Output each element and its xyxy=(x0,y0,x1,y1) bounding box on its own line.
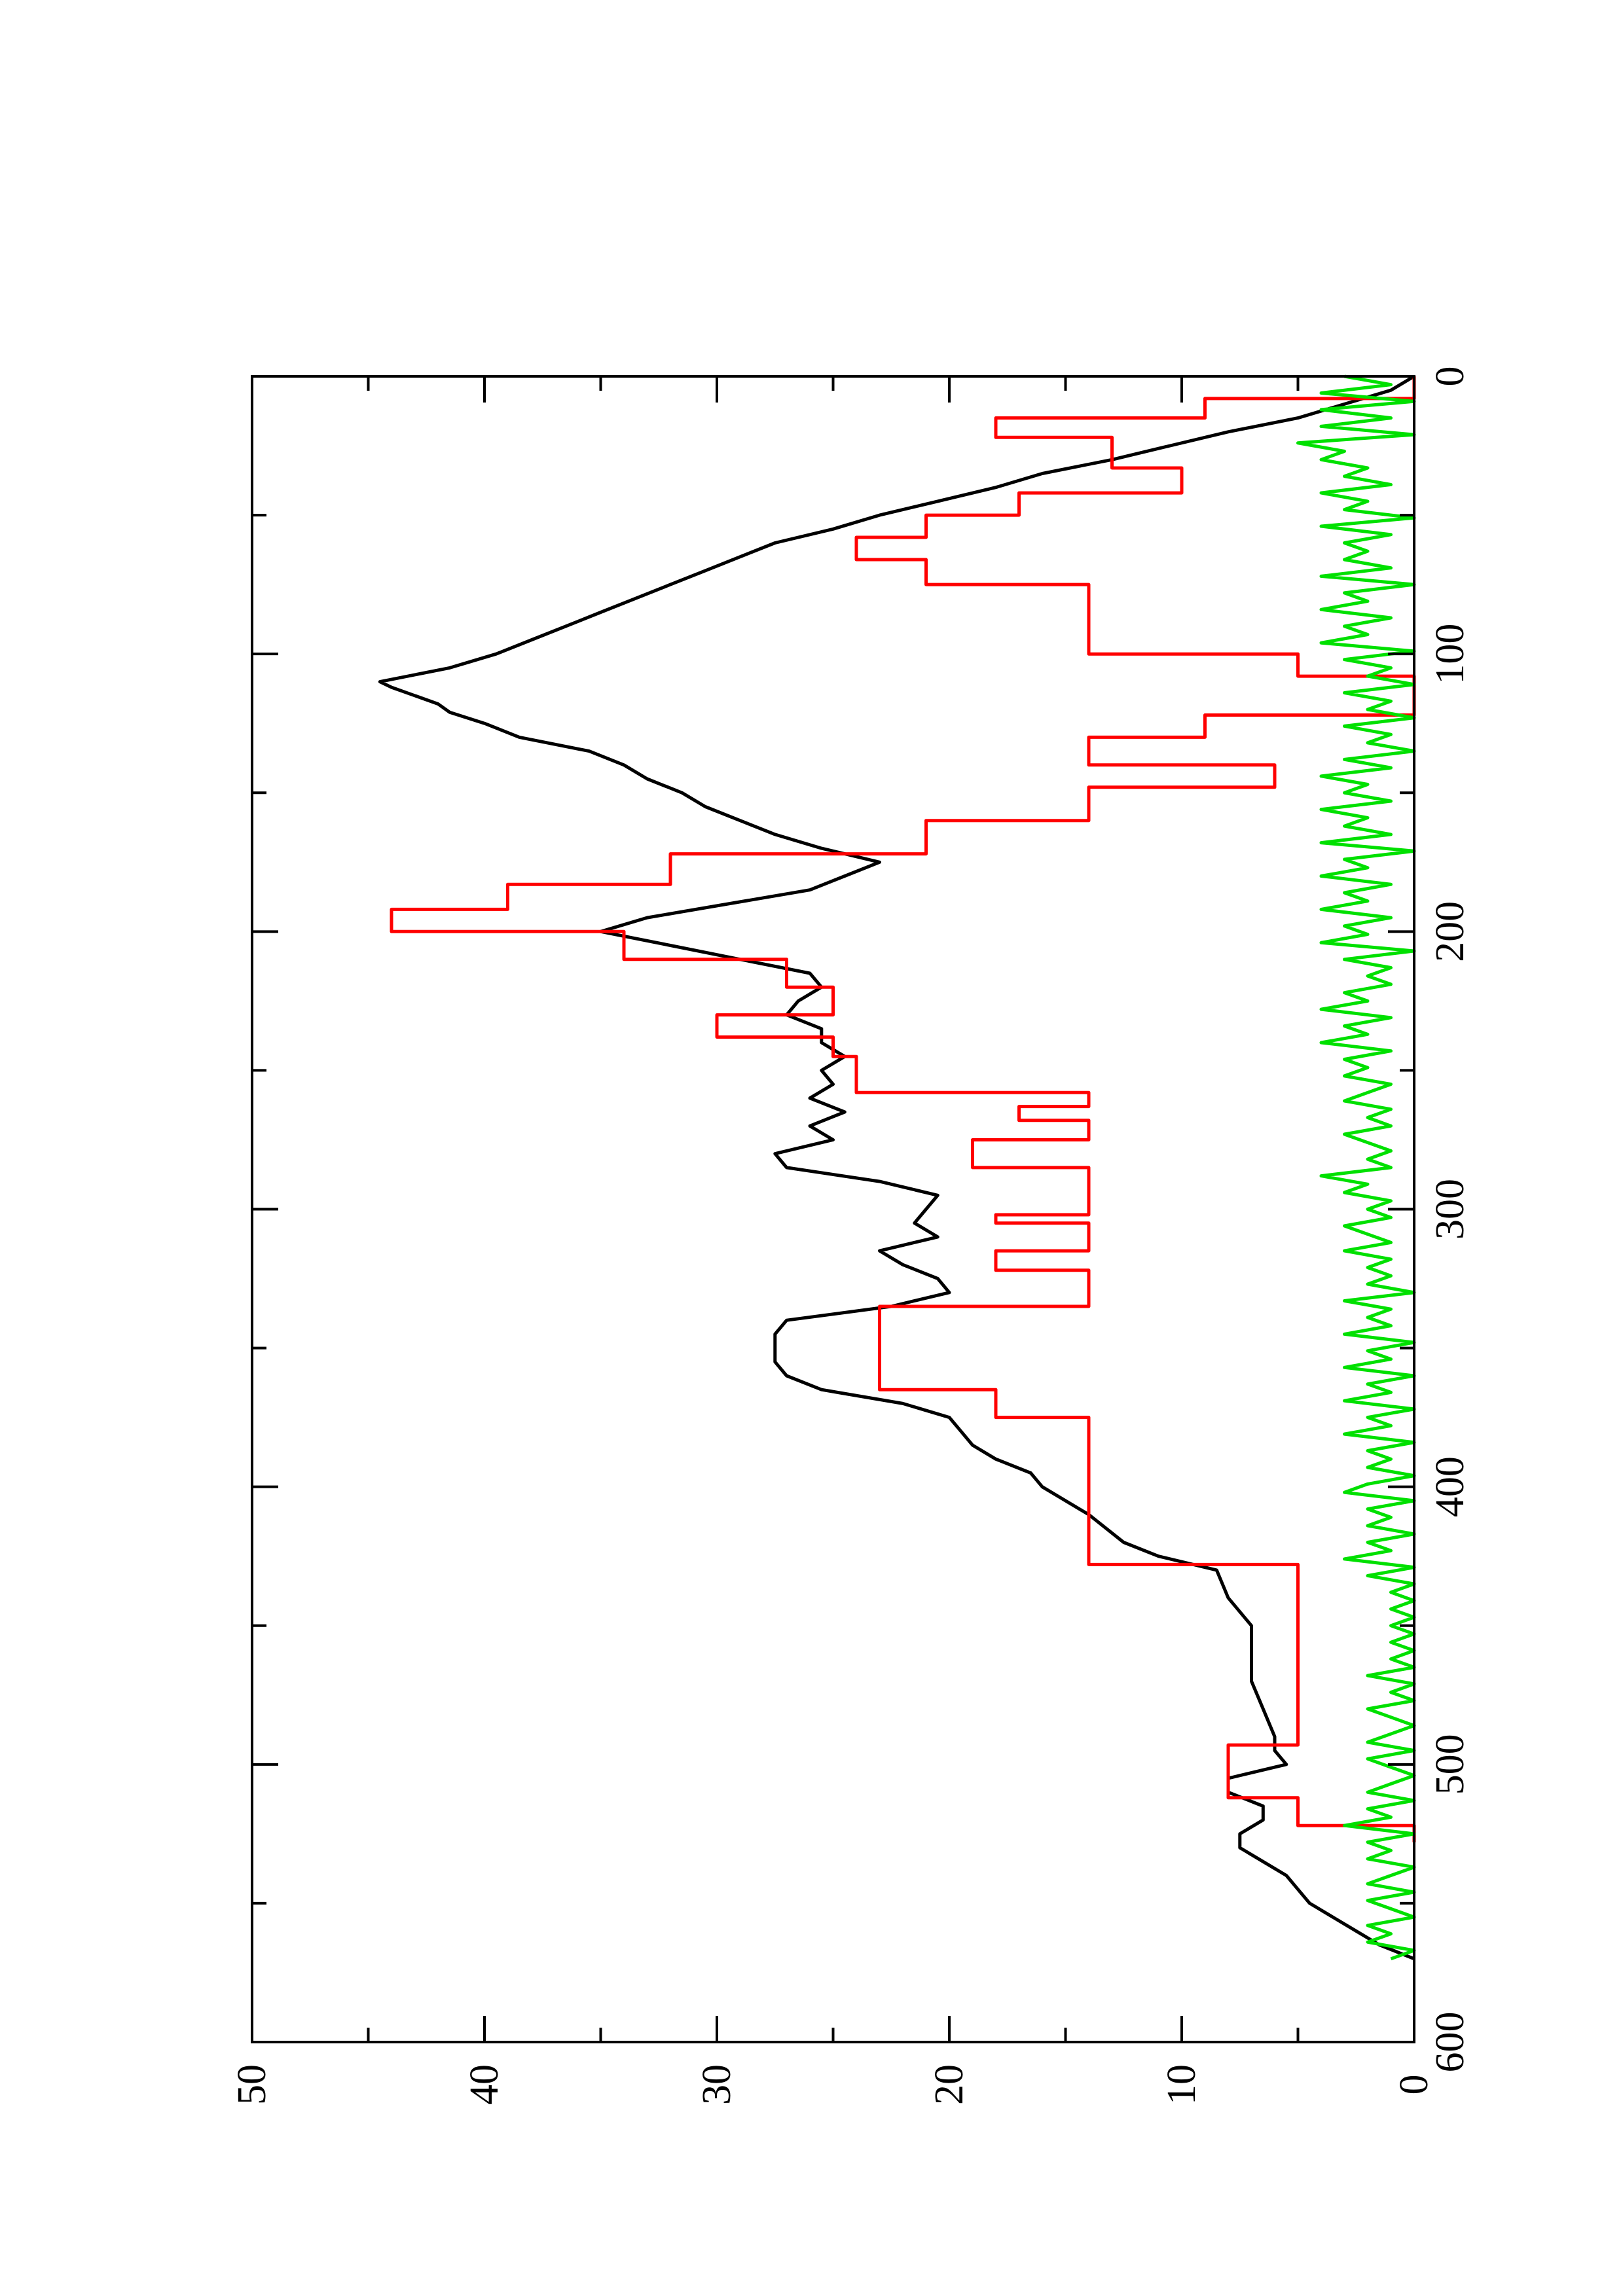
x-tick-label: 100 xyxy=(1428,624,1472,685)
axis-ticks xyxy=(251,375,1415,2043)
y-axis-tick-labels: 0 10 20 30 40 50 xyxy=(230,2064,1436,2105)
y-tick-label: 10 xyxy=(1159,2064,1204,2105)
x-tick-label: 200 xyxy=(1428,901,1472,962)
x-tick-label: 0 xyxy=(1428,367,1472,387)
y-tick-label: 30 xyxy=(695,2064,739,2105)
x-axis-tick-labels: 0 100 200 300 400 500 600 xyxy=(1428,367,1472,2073)
x-tick-label: 400 xyxy=(1428,1456,1472,1517)
y-tick-label: 50 xyxy=(230,2064,274,2105)
plot-content xyxy=(378,374,1416,1961)
x-tick-label: 500 xyxy=(1428,1734,1472,1795)
y-tick-label: 20 xyxy=(927,2064,972,2105)
x-tick-label: 600 xyxy=(1428,2012,1472,2073)
series-line-2 xyxy=(390,376,1416,1842)
y-tick-label: 40 xyxy=(462,2064,507,2105)
series-line-3 xyxy=(1296,374,1416,1961)
y-tick-label: 0 xyxy=(1392,2075,1436,2095)
plot-frame xyxy=(251,375,1415,2043)
series-line-1 xyxy=(378,374,1415,1961)
x-tick-label: 300 xyxy=(1428,1179,1472,1240)
